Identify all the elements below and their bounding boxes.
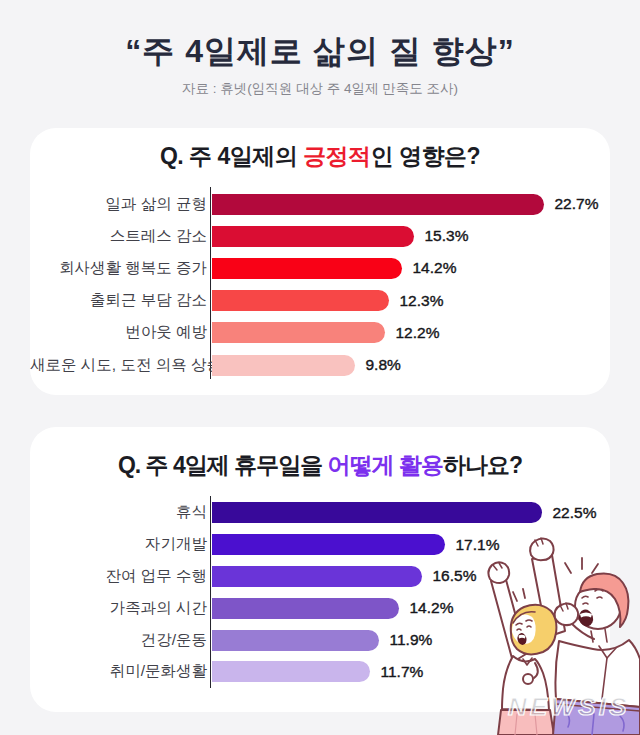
category-label: 건강/운동 xyxy=(30,630,207,651)
bar xyxy=(212,226,414,247)
category-label: 새로운 시도, 도전 의욕 상승 xyxy=(30,355,207,376)
chart-row: 회사생활 행복도 증가 14.2% xyxy=(30,252,610,284)
header: “주 4일제로 삶의 질 향상” 자료 : 휴넷(임직원 대상 주 4일제 만족… xyxy=(0,0,640,98)
bar xyxy=(212,661,370,682)
bar xyxy=(212,566,422,587)
value-label: 12.2% xyxy=(396,324,440,342)
category-label: 일과 삶의 균형 xyxy=(30,194,207,215)
value-label: 11.9% xyxy=(390,631,433,649)
value-label: 22.7% xyxy=(555,195,599,213)
value-label: 11.7% xyxy=(381,663,424,681)
category-label: 취미/문화생활 xyxy=(30,661,207,682)
chart-question-title: Q. 주 4일제의 긍정적인 영향은? xyxy=(30,141,610,172)
category-label: 번아웃 예방 xyxy=(30,322,207,343)
bar xyxy=(212,290,389,311)
value-label: 9.8% xyxy=(366,356,401,374)
value-label: 14.2% xyxy=(413,259,457,277)
value-label: 15.3% xyxy=(425,227,469,245)
highlight-text: 어떻게 활용 xyxy=(328,452,443,478)
value-label: 14.2% xyxy=(410,599,454,617)
category-label: 회사생활 행복도 증가 xyxy=(30,258,207,279)
value-label: 22.5% xyxy=(553,504,597,522)
chart-row: 일과 삶의 균형 22.7% xyxy=(30,188,610,220)
chart-rows: 일과 삶의 균형 22.7% 스트레스 감소 15.3% 회사생활 행복도 증가 14.2… xyxy=(30,188,610,381)
chart-row: 새로운 시도, 도전 의욕 상승 9.8% xyxy=(30,349,610,381)
newsis-watermark: NEWSIS xyxy=(508,693,630,721)
bar xyxy=(212,630,379,651)
chart-question-title: Q. 주 4일제 휴무일을 어떻게 활용하나요? xyxy=(30,450,610,481)
highlight-text: 긍정적 xyxy=(303,143,371,169)
bar xyxy=(212,502,542,523)
value-label: 12.3% xyxy=(400,292,444,310)
page-title: “주 4일제로 삶의 질 향상” xyxy=(0,30,640,74)
category-label: 스트레스 감소 xyxy=(30,226,207,247)
category-label: 자기개발 xyxy=(30,534,207,555)
chart-card-positive-effects: Q. 주 4일제의 긍정적인 영향은? 일과 삶의 균형 22.7% 스트레스 감소… xyxy=(30,128,610,395)
bar xyxy=(212,322,385,343)
category-label: 휴식 xyxy=(30,502,207,523)
category-label: 잔여 업무 수행 xyxy=(30,566,207,587)
category-label: 가족과의 시간 xyxy=(30,598,207,619)
bar xyxy=(212,355,355,376)
chart-row: 출퇴근 부담 감소 12.3% xyxy=(30,285,610,317)
category-label: 출퇴근 부담 감소 xyxy=(30,290,207,311)
source-caption: 자료 : 휴넷(임직원 대상 주 4일제 만족도 조사) xyxy=(0,80,640,98)
bar xyxy=(212,534,445,555)
chart-row: 스트레스 감소 15.3% xyxy=(30,220,610,252)
bar xyxy=(212,258,402,279)
chart-row: 번아웃 예방 12.2% xyxy=(30,317,610,349)
chart-row: 휴식 22.5% xyxy=(30,497,610,529)
bar xyxy=(212,598,399,619)
bar xyxy=(212,194,544,215)
